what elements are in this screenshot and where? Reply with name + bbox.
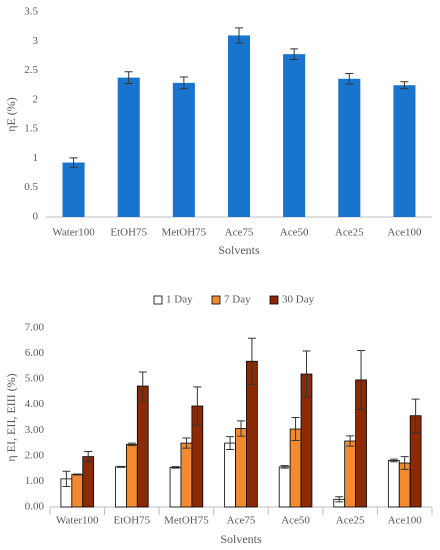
error-bar [138,371,147,401]
error-bar [345,73,354,85]
bar [338,78,361,218]
y-axis-title: ηE (%) [4,97,18,132]
y-tick-label: 3.5 [24,6,38,18]
bar [126,443,138,508]
y-tick-label: 2 [33,93,39,105]
bar [227,35,251,217]
y-tick-label: 7.00 [25,322,45,334]
bar [172,82,195,217]
error-bar [411,398,420,433]
y-tick-label: 5.00 [25,373,45,385]
x-tick-label: Water100 [56,515,99,527]
x-tick-label: EtOH75 [114,515,151,527]
error-bar [73,473,82,476]
x-tick-label: Ace25 [335,227,364,239]
x-tick-label: Ace100 [387,227,422,239]
bar [283,54,306,217]
x-axis-title: Solvents [220,532,262,546]
y-tick-label: 1.5 [24,123,38,135]
x-tick-label: Ace25 [336,515,365,527]
x-tick-label: Ace75 [225,227,254,239]
y-tick-label: 0.00 [25,501,45,513]
x-tick-label: MetOH75 [162,227,207,239]
bar [235,428,247,508]
error-bar [357,350,366,410]
bar [117,77,140,217]
error-bar [247,337,256,385]
error-bar [400,456,409,470]
x-tick-label: MetOH75 [164,515,209,527]
legend-swatch [211,295,221,305]
y-tick-label: 6.00 [25,347,45,359]
x-tick-label: Water100 [52,227,95,239]
error-bar [400,81,409,90]
x-tick-label: Ace75 [227,515,256,527]
bar [393,85,416,217]
bar [115,466,127,508]
x-axis-title: Solvents [218,243,260,257]
error-bar [280,465,289,469]
bar [71,474,84,508]
x-tick-label: Ace50 [281,515,310,527]
bar [169,466,182,508]
bar [82,456,95,508]
error-bar [62,470,71,488]
y-tick-label: 1.00 [25,475,45,487]
error-bar [290,48,299,60]
y-axis-title: η EI, EII, EIII (%) [4,373,18,461]
x-tick-label: Ace50 [280,227,309,239]
y-tick-label: 2.5 [24,64,38,76]
legend-swatch [153,295,163,305]
bar [136,385,149,508]
error-bar [389,458,398,463]
error-bar [124,71,133,84]
bar [224,442,236,508]
legend-swatch [269,295,279,305]
bar [278,466,291,508]
error-bar [84,451,93,463]
error-bar [235,27,243,44]
error-bar [237,420,245,437]
bar [387,460,400,508]
error-bar [171,466,180,469]
error-bar [69,157,78,168]
y-tick-label: 3 [33,35,39,47]
error-bar [193,386,202,426]
bar [62,162,85,217]
legend-label: 30 Day [282,294,315,306]
error-bar [127,442,136,447]
y-tick-label: 2.00 [25,449,45,461]
error-bar [226,436,235,450]
error-bar [302,350,311,398]
error-bar [116,465,125,468]
legend-label: 7 Day [224,294,251,306]
y-tick-label: 3.00 [25,424,45,436]
bar [344,440,356,508]
bar [180,442,193,508]
y-tick-label: 0.5 [24,181,38,193]
y-tick-label: 1 [33,152,39,164]
y-tick-label: 0 [33,211,39,223]
x-tick-label: EtOH75 [110,227,147,239]
x-tick-label: Ace100 [388,515,423,527]
y-tick-label: 4.00 [25,398,45,410]
error-bar [346,435,355,447]
error-bar [335,496,344,503]
error-bar [291,417,300,442]
error-bar [179,76,188,90]
error-bar [182,437,191,449]
legend-label: 1 Day [166,294,193,306]
